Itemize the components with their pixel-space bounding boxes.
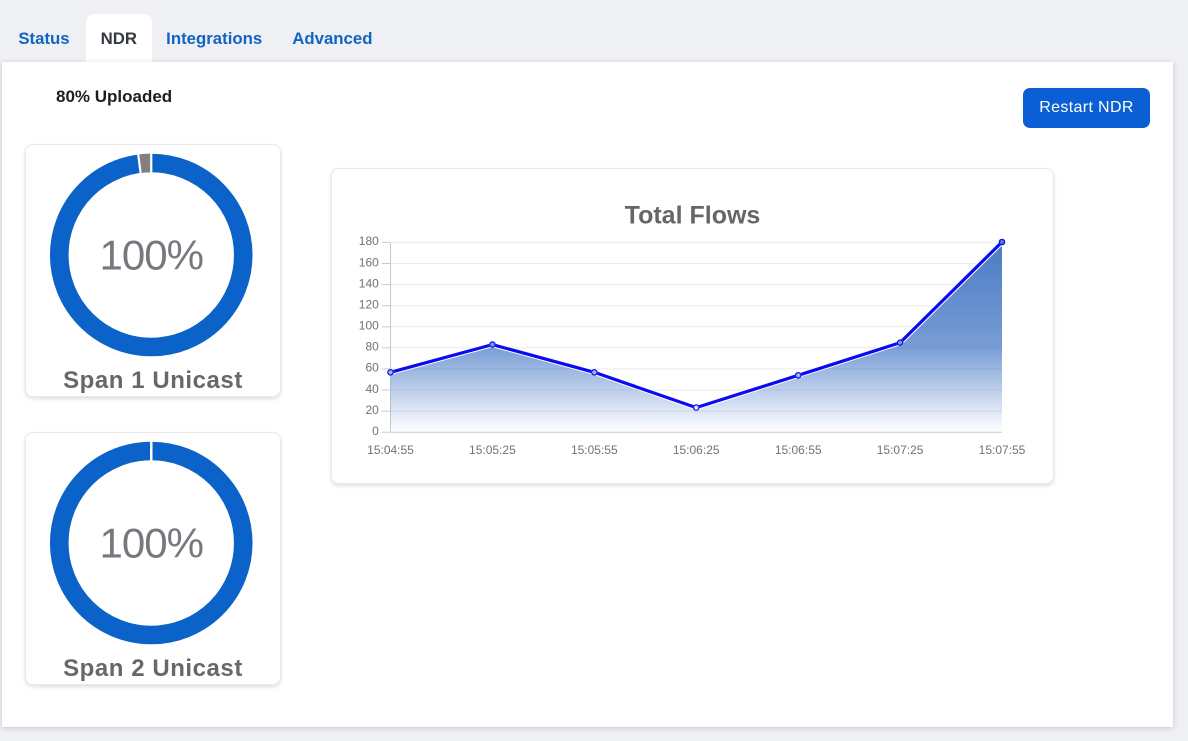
svg-text:140: 140	[358, 276, 378, 290]
svg-text:40: 40	[365, 382, 379, 396]
svg-text:Total Flows: Total Flows	[624, 202, 760, 230]
svg-text:60: 60	[365, 361, 379, 375]
svg-text:15:04:55: 15:04:55	[367, 443, 414, 457]
svg-text:15:05:25: 15:05:25	[469, 443, 516, 457]
svg-text:120: 120	[358, 298, 378, 312]
svg-text:160: 160	[358, 255, 378, 269]
svg-text:15:07:55: 15:07:55	[978, 443, 1025, 457]
svg-text:15:06:25: 15:06:25	[672, 443, 719, 457]
svg-text:80: 80	[365, 340, 379, 354]
svg-text:15:07:25: 15:07:25	[876, 443, 923, 457]
svg-text:15:05:55: 15:05:55	[570, 443, 617, 457]
svg-text:100%: 100%	[100, 232, 203, 279]
svg-text:15:06:55: 15:06:55	[774, 443, 821, 457]
svg-text:180: 180	[358, 234, 378, 248]
svg-text:100: 100	[358, 319, 378, 333]
svg-text:100%: 100%	[100, 520, 203, 567]
svg-text:0: 0	[372, 424, 379, 438]
svg-text:20: 20	[365, 403, 379, 417]
